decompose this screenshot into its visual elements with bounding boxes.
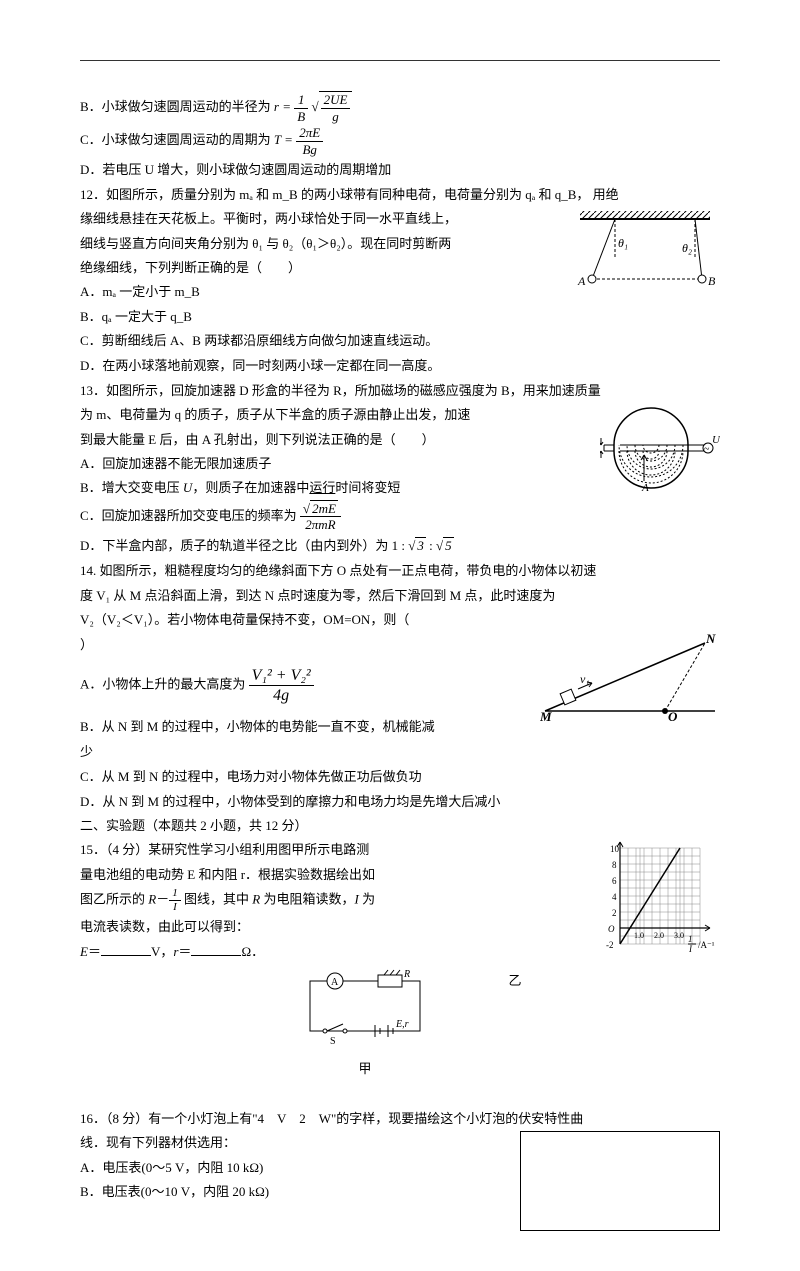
svg-text:R/Ω: R/Ω — [611, 838, 628, 841]
svg-text:~: ~ — [704, 444, 710, 455]
q15-blank-e[interactable] — [101, 943, 151, 956]
svg-text:A: A — [577, 274, 586, 288]
svg-text:θ₁: θ₁ — [618, 236, 628, 250]
q12-figure: A B θ₁ θ₂ — [570, 207, 720, 297]
label-yi: 乙 — [450, 969, 580, 1080]
top-rule — [80, 60, 720, 61]
q14-stem-1: 14. 如图所示，粗糙程度均匀的绝缘斜面下方 O 点处有一正点电荷，带负电的小物… — [80, 559, 720, 582]
svg-text:6: 6 — [612, 876, 617, 886]
q12-opt-c: C．剪断细线后 A、B 两球都沿原细线方向做匀加速直线运动。 — [80, 329, 720, 352]
q13-opt-d: D．下半盒内部，质子的轨道半径之比（由内到外）为 1 : 3 : 5 — [80, 534, 720, 557]
q14-opt-d: D．从 N 到 M 的过程中，小物体受到的摩擦力和电场力均是先增大后减小 — [80, 790, 720, 813]
q16-stem-1: 16．（8 分）有一个小灯泡上有"4 V 2 W"的字样，现要描绘这个小灯泡的伏… — [80, 1107, 720, 1130]
section-2-header: 二、实验题（本题共 2 小题，共 12 分） — [80, 814, 720, 837]
q15-blank-r[interactable] — [191, 943, 241, 956]
svg-text:A: A — [641, 482, 649, 493]
svg-text:3.0: 3.0 — [674, 931, 684, 940]
svg-text:10: 10 — [610, 844, 620, 854]
svg-text:O: O — [668, 709, 678, 723]
q11-opt-c: C．小球做匀速圆周运动的周期为 T = 2πEBg — [80, 125, 720, 157]
svg-text:O: O — [608, 924, 615, 934]
q11-opt-b: B．小球做匀速圆周运动的半径为 r = 1B 2UEg — [80, 91, 720, 124]
svg-text:θ₂: θ₂ — [682, 241, 692, 255]
q12-opt-b: B．qₐ 一定大于 q_B — [80, 305, 720, 328]
svg-text:1: 1 — [688, 934, 693, 944]
q14-opt-c: C．从 M 到 N 的过程中，电场力对小物体先做正功后做负功 — [80, 765, 720, 788]
svg-text:v₁: v₁ — [580, 672, 590, 686]
svg-text:2: 2 — [612, 908, 617, 918]
svg-text:U: U — [712, 434, 720, 446]
svg-text:2.0: 2.0 — [654, 931, 664, 940]
svg-text:8: 8 — [612, 860, 617, 870]
svg-text:A: A — [331, 977, 339, 988]
svg-text:4: 4 — [612, 892, 617, 902]
svg-text:B: B — [708, 274, 716, 288]
q11-opt-d: D．若电压 U 增大，则小球做匀速圆周运动的周期增加 — [80, 158, 720, 181]
svg-text:I: I — [688, 944, 693, 954]
q14-opt-b2: 少 — [80, 740, 720, 763]
q14-figure: v₁ M O N — [540, 633, 720, 723]
svg-text:1.0: 1.0 — [634, 931, 644, 940]
q16-drawing-box[interactable] — [520, 1131, 720, 1231]
label-jia: 甲 — [300, 1057, 430, 1080]
svg-text:-2: -2 — [606, 940, 614, 950]
q14-stem-2: 度 V₁ 从 M 点沿斜面上滑，到达 N 点时速度为零，然后下滑回到 M 点，此… — [80, 584, 720, 607]
q15-circuit: A R S E,r 甲 — [300, 969, 430, 1080]
svg-text:E,r: E,r — [395, 1019, 409, 1030]
svg-text:M: M — [540, 709, 552, 723]
svg-text:S: S — [330, 1036, 336, 1047]
q13-stem-1: 13．如图所示，回旋加速器 D 形盒的半径为 R，所加磁场的磁感应强度为 B，用… — [80, 379, 720, 402]
q13-figure: A ~ U d — [600, 403, 720, 493]
q14-stem-3: V₂（V₂＜V₁）。若小物体电荷量保持不变，OM=ON，则（ — [80, 608, 720, 631]
svg-text:N: N — [705, 633, 716, 646]
q12-stem-1: 12．如图所示，质量分别为 mₐ 和 m_B 的两小球带有同种电荷，电荷量分别为… — [80, 183, 720, 206]
q12-opt-d: D．在两小球落地前观察，同一时刻两小球一定都在同一高度。 — [80, 354, 720, 377]
q15-graph: 10 8 6 4 2 O -2 1.0 2.0 3.0 R/Ω 1 I /A⁻¹ — [590, 838, 720, 968]
q13-opt-c: C．回旋加速器所加交变电压的频率为 2mE2πmR — [80, 501, 720, 533]
svg-text:R: R — [403, 969, 410, 980]
svg-text:/A⁻¹: /A⁻¹ — [698, 940, 715, 950]
